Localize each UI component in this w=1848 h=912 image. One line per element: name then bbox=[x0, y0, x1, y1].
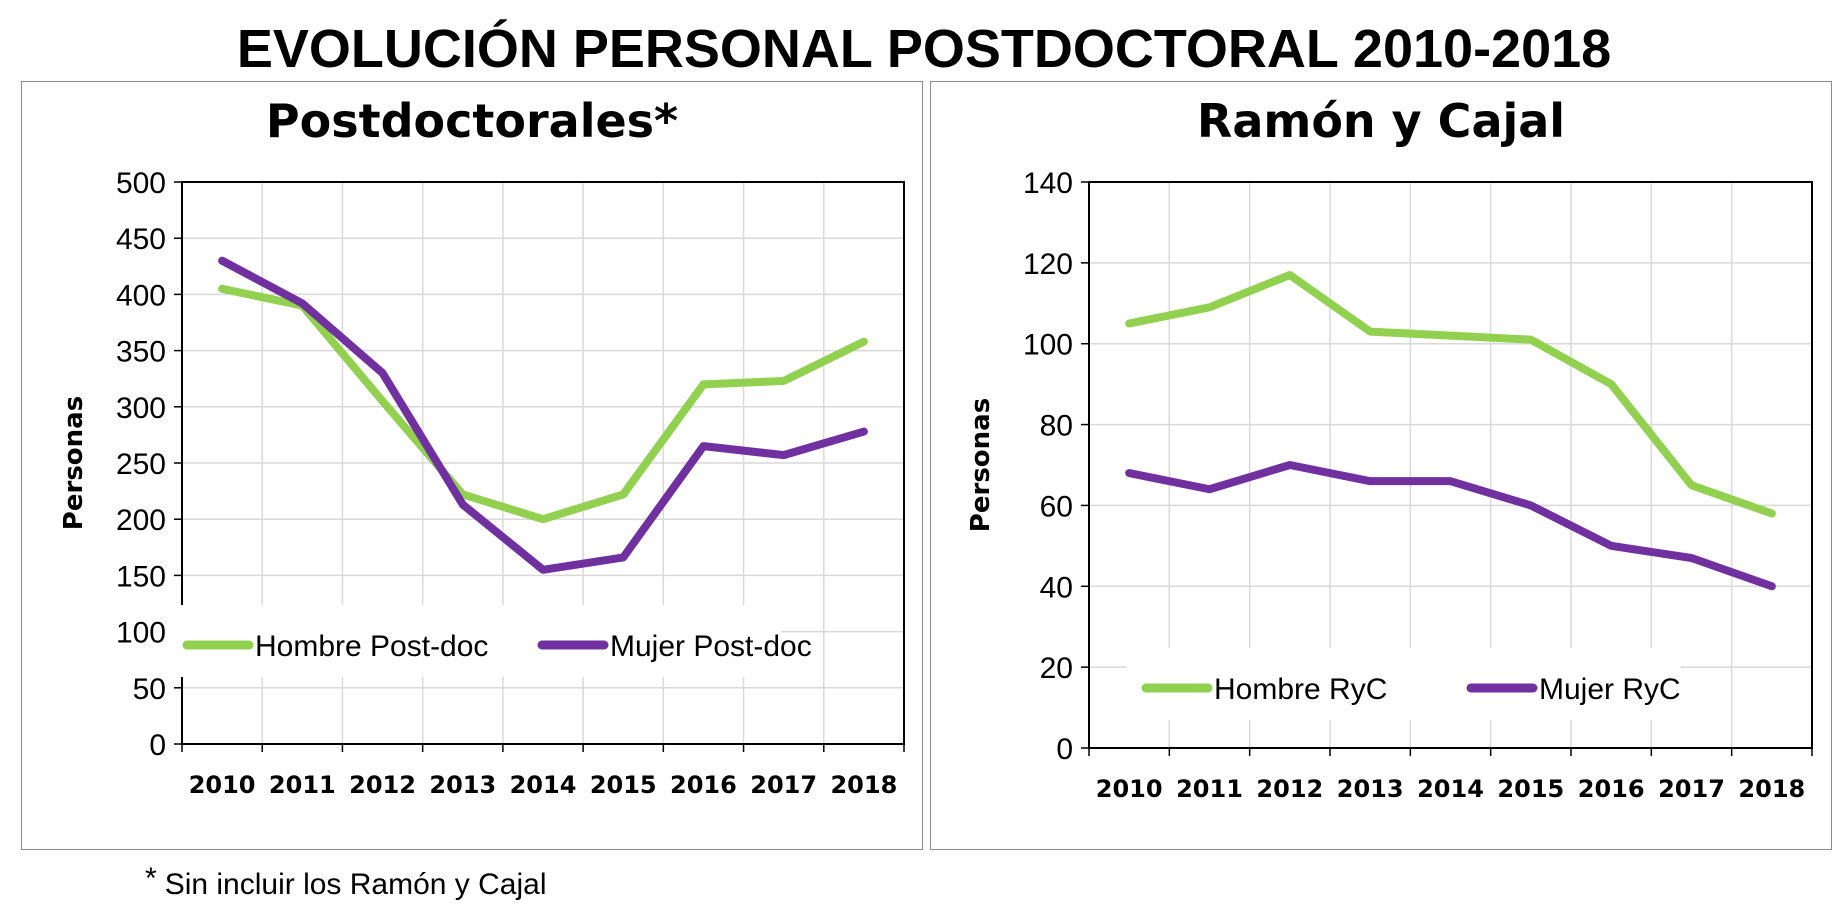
footnote-star: * bbox=[145, 862, 157, 895]
y-tick-label: 100 bbox=[1023, 329, 1073, 362]
y-tick-label: 0 bbox=[149, 729, 166, 762]
y-axis-label: Personas bbox=[966, 398, 996, 532]
series-line-mujer bbox=[1125, 461, 1776, 591]
chart-panel-postdoctorales: Postdoctorales* 0 50 100 150 200 250 300 350 400 4… bbox=[21, 81, 923, 850]
y-tick-label: 80 bbox=[1040, 410, 1073, 443]
legend-background bbox=[167, 605, 781, 677]
x-tick-label: 2010 bbox=[1096, 775, 1163, 803]
x-tick-label: 2014 bbox=[510, 771, 577, 799]
legend-background bbox=[1126, 648, 1681, 720]
x-tick-label: 2014 bbox=[1417, 775, 1484, 803]
y-tick-label: 60 bbox=[1040, 490, 1073, 523]
legend-label: Mujer RyC bbox=[1539, 673, 1681, 706]
y-tick-label: 40 bbox=[1040, 571, 1073, 604]
series-line-mujer bbox=[218, 256, 868, 574]
x-tick-label: 2015 bbox=[590, 771, 657, 799]
y-tick-label: 20 bbox=[1040, 652, 1073, 685]
y-tick-label: 500 bbox=[116, 167, 166, 200]
legend-label: Hombre Post-doc bbox=[255, 630, 488, 663]
x-tick-label: 2011 bbox=[1176, 775, 1243, 803]
x-tick-label: 2017 bbox=[750, 771, 817, 799]
x-tick-label: 2011 bbox=[269, 771, 336, 799]
chart-panel-ramon-y-cajal: Ramón y Cajal 0 20 40 60 80 100 120 140 2010 2011 2… bbox=[930, 81, 1832, 850]
chart-title: Ramón y Cajal bbox=[1197, 94, 1565, 148]
x-tick-label: 2018 bbox=[1738, 775, 1805, 803]
x-tick-label: 2016 bbox=[670, 771, 737, 799]
legend-label: Mujer Post-doc bbox=[610, 630, 812, 663]
x-tick-label: 2010 bbox=[189, 771, 256, 799]
x-tick-label: 2012 bbox=[349, 771, 416, 799]
x-tick-label: 2013 bbox=[429, 771, 496, 799]
y-tick-label: 400 bbox=[116, 279, 166, 312]
x-tick-label: 2015 bbox=[1497, 775, 1564, 803]
y-tick-label: 250 bbox=[116, 448, 166, 481]
x-tick-label: 2012 bbox=[1256, 775, 1323, 803]
y-tick-label: 200 bbox=[116, 504, 166, 537]
x-tick-label: 2013 bbox=[1337, 775, 1404, 803]
y-axis-label: Personas bbox=[59, 396, 89, 530]
x-tick-label: 2018 bbox=[830, 771, 897, 799]
legend-label: Hombre RyC bbox=[1214, 673, 1387, 706]
chart-title: Postdoctorales* bbox=[266, 94, 678, 148]
y-tick-label: 100 bbox=[116, 617, 166, 650]
footnote: * Sin incluir los Ramón y Cajal bbox=[145, 862, 547, 902]
y-tick-label: 50 bbox=[133, 673, 166, 706]
series-line-hombre bbox=[218, 284, 868, 524]
footnote-text: Sin incluir los Ramón y Cajal bbox=[164, 868, 547, 901]
y-tick-label: 300 bbox=[116, 392, 166, 425]
y-tick-label: 450 bbox=[116, 223, 166, 256]
y-tick-label: 150 bbox=[116, 560, 166, 593]
main-title: EVOLUCIÓN PERSONAL POSTDOCTORAL 2010-201… bbox=[236, 19, 1612, 79]
chart-ramon-y-cajal: Ramón y Cajal 0 20 40 60 80 100 120 140 2010 2011 2… bbox=[966, 94, 1813, 803]
y-tick-label: 140 bbox=[1023, 167, 1073, 200]
x-tick-label: 2017 bbox=[1658, 775, 1725, 803]
x-tick-label: 2016 bbox=[1578, 775, 1645, 803]
y-tick-label: 0 bbox=[1056, 733, 1073, 766]
y-tick-label: 350 bbox=[116, 336, 166, 369]
plot-area-border bbox=[1088, 181, 1813, 749]
plot-area-border bbox=[181, 181, 905, 745]
y-tick-label: 120 bbox=[1023, 248, 1073, 281]
chart-postdoctorales: Postdoctorales* 0 50 100 150 200 250 300 350 400 4… bbox=[59, 94, 905, 799]
